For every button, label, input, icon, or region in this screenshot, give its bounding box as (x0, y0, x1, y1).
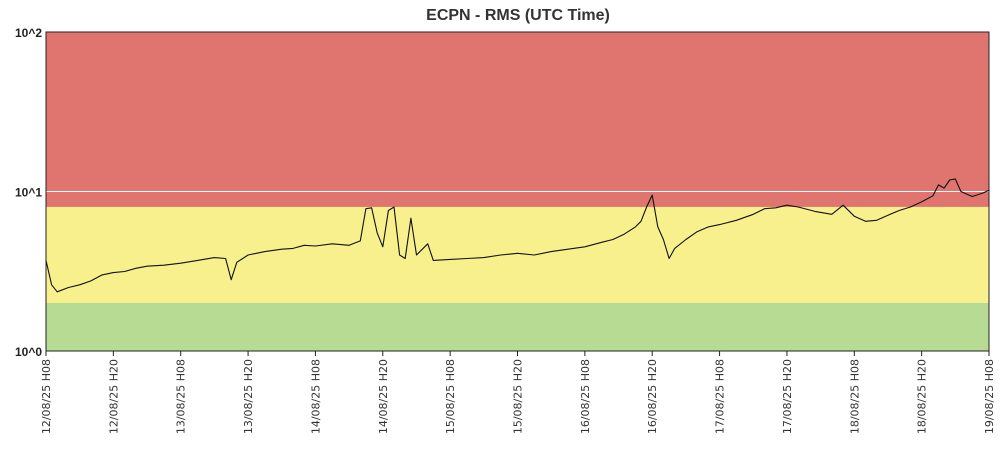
x-tick-label: 18/08/25 H20 (916, 359, 929, 434)
x-tick-label: 14/08/25 H20 (377, 359, 390, 434)
y-tick-label: 10^1 (15, 186, 42, 200)
band-high (46, 32, 989, 207)
x-tick-label: 16/08/25 H08 (579, 359, 592, 434)
x-tick-label: 12/08/25 H20 (107, 359, 120, 434)
x-tick-label: 13/08/25 H20 (242, 359, 255, 434)
band-low (46, 302, 989, 351)
x-tick-label: 17/08/25 H20 (781, 359, 794, 434)
x-tick-label: 13/08/25 H08 (175, 359, 188, 434)
x-tick-label: 12/08/25 H08 (40, 359, 53, 434)
x-tick-label: 14/08/25 H08 (309, 359, 322, 434)
y-tick-label: 10^0 (15, 345, 42, 359)
series-line-0 (45, 178, 990, 293)
x-tick-label: 18/08/25 H08 (848, 359, 861, 434)
x-axis-ticks: 12/08/25 H08 12/08/25 H20 13/08/25 H08 13/0… (40, 351, 996, 434)
x-tick-label: 15/08/25 H20 (512, 359, 525, 434)
x-tick-label: 16/08/25 H20 (646, 359, 659, 434)
series-group (45, 178, 990, 293)
chart-title: ECPN - RMS (UTC Time) (426, 7, 610, 24)
y-axis-ticks: 10^2 10^1 10^0 (15, 26, 42, 359)
x-tick-label: 17/08/25 H08 (714, 359, 727, 434)
x-tick-label: 19/08/25 H08 (983, 359, 996, 434)
x-tick-label: 15/08/25 H08 (444, 359, 457, 434)
threshold-bands (46, 32, 989, 351)
y-tick-label: 10^2 (15, 26, 42, 40)
band-medium (46, 206, 989, 303)
